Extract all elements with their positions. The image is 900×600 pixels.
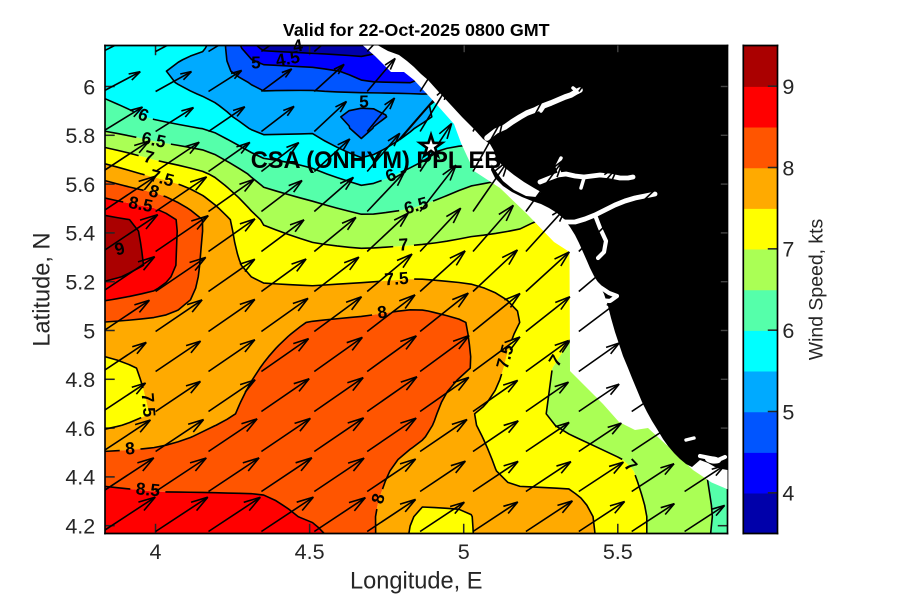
svg-text:5: 5: [83, 319, 95, 343]
svg-text:4.2: 4.2: [65, 514, 95, 538]
svg-text:6: 6: [782, 319, 794, 343]
svg-text:7: 7: [398, 234, 409, 255]
svg-text:7: 7: [782, 238, 794, 262]
svg-text:8: 8: [124, 438, 135, 459]
svg-text:Wind Speed, kts: Wind Speed, kts: [805, 218, 827, 360]
svg-text:Valid for 22-Oct-2025 0800 GMT: Valid for 22-Oct-2025 0800 GMT: [283, 20, 550, 40]
svg-text:4: 4: [150, 540, 162, 564]
svg-text:6: 6: [83, 75, 95, 99]
svg-text:5.2: 5.2: [65, 270, 95, 294]
svg-text:4.4: 4.4: [65, 466, 95, 490]
svg-text:7.5: 7.5: [384, 268, 410, 290]
svg-text:Longitude, E: Longitude, E: [350, 569, 483, 595]
svg-text:5.4: 5.4: [65, 222, 95, 246]
svg-text:9: 9: [782, 75, 794, 99]
svg-text:4.6: 4.6: [65, 417, 95, 441]
svg-text:5.8: 5.8: [65, 124, 95, 148]
svg-text:CSA (ONHYM) PPL EB: CSA (ONHYM) PPL EB: [251, 148, 502, 174]
svg-text:8: 8: [367, 491, 389, 506]
svg-text:5: 5: [782, 400, 794, 424]
svg-text:5: 5: [359, 91, 369, 111]
svg-text:4.5: 4.5: [295, 540, 325, 564]
svg-text:5.6: 5.6: [65, 173, 95, 197]
svg-text:Latitude, N: Latitude, N: [29, 232, 55, 346]
svg-text:4: 4: [782, 482, 794, 506]
svg-text:6.5: 6.5: [140, 127, 168, 151]
svg-text:5: 5: [458, 540, 470, 564]
svg-text:4: 4: [291, 35, 304, 56]
svg-text:8.5: 8.5: [127, 192, 155, 216]
svg-text:8.5: 8.5: [135, 478, 161, 500]
svg-text:4.8: 4.8: [65, 368, 95, 392]
svg-text:4.5: 4.5: [274, 47, 302, 71]
svg-text:8: 8: [782, 156, 794, 180]
svg-text:5.5: 5.5: [603, 540, 633, 564]
svg-text:7.5: 7.5: [138, 392, 160, 418]
svg-text:5: 5: [251, 52, 261, 72]
